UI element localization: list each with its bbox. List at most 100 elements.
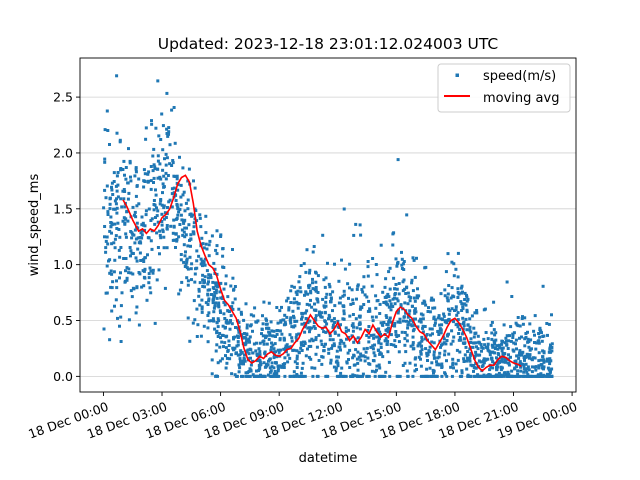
scatter-point bbox=[314, 289, 318, 293]
scatter-point bbox=[377, 337, 381, 341]
scatter-point bbox=[355, 297, 358, 301]
scatter-point bbox=[181, 193, 185, 197]
scatter-point bbox=[366, 356, 370, 360]
scatter-point bbox=[437, 333, 441, 336]
scatter-point bbox=[413, 363, 417, 367]
scatter-point bbox=[133, 210, 137, 214]
scatter-point bbox=[520, 353, 524, 357]
scatter-point bbox=[134, 237, 138, 241]
scatter-point bbox=[225, 318, 229, 322]
scatter-point bbox=[383, 374, 387, 378]
scatter-point bbox=[106, 242, 110, 246]
scatter-point bbox=[452, 274, 456, 278]
scatter-point bbox=[500, 349, 504, 353]
scatter-point bbox=[400, 257, 404, 261]
scatter-point bbox=[247, 370, 251, 373]
scatter-point bbox=[252, 314, 256, 318]
scatter-point bbox=[421, 313, 425, 317]
scatter-point bbox=[417, 319, 421, 323]
scatter-point bbox=[299, 346, 303, 350]
scatter-point bbox=[305, 248, 309, 252]
scatter-point bbox=[416, 325, 420, 329]
scatter-point bbox=[108, 143, 111, 146]
scatter-point bbox=[215, 244, 219, 248]
scatter-point bbox=[167, 200, 171, 204]
scatter-point bbox=[277, 374, 281, 378]
scatter-point bbox=[262, 342, 266, 346]
scatter-point bbox=[246, 348, 250, 352]
scatter-point bbox=[289, 301, 293, 304]
scatter-point bbox=[335, 374, 339, 378]
scatter-point bbox=[230, 372, 234, 376]
scatter-point bbox=[114, 202, 118, 206]
scatter-point bbox=[189, 233, 193, 237]
scatter-point bbox=[147, 281, 151, 285]
scatter-point bbox=[492, 300, 496, 304]
scatter-point bbox=[106, 129, 110, 132]
scatter-point bbox=[385, 316, 389, 319]
scatter-point bbox=[133, 228, 137, 232]
scatter-point bbox=[439, 292, 443, 296]
scatter-point bbox=[348, 314, 352, 318]
scatter-point bbox=[308, 268, 312, 272]
scatter-point bbox=[391, 324, 395, 328]
scatter-point bbox=[379, 321, 383, 325]
scatter-point bbox=[516, 372, 520, 376]
scatter-point bbox=[537, 351, 541, 355]
scatter-point bbox=[240, 374, 243, 378]
scatter-point bbox=[388, 266, 392, 270]
scatter-point bbox=[142, 168, 146, 172]
scatter-point bbox=[402, 315, 406, 319]
scatter-point bbox=[324, 300, 328, 304]
scatter-point bbox=[107, 259, 110, 263]
scatter-point bbox=[179, 253, 183, 256]
scatter-point bbox=[162, 235, 166, 239]
scatter-point bbox=[400, 263, 404, 267]
scatter-point bbox=[541, 355, 545, 359]
scatter-point bbox=[116, 221, 120, 225]
scatter-point bbox=[505, 343, 509, 347]
y-tick-label: 2.0 bbox=[53, 145, 73, 160]
scatter-point bbox=[386, 339, 390, 343]
scatter-point bbox=[112, 241, 116, 245]
scatter-point bbox=[297, 350, 301, 354]
scatter-point bbox=[111, 193, 115, 196]
scatter-point bbox=[154, 126, 158, 130]
scatter-point bbox=[546, 333, 549, 337]
scatter-point bbox=[396, 311, 400, 315]
scatter-point bbox=[442, 314, 446, 318]
scatter-point bbox=[300, 366, 304, 370]
scatter-point bbox=[215, 331, 219, 335]
scatter-point bbox=[239, 361, 243, 365]
scatter-point bbox=[172, 191, 176, 195]
scatter-point bbox=[118, 255, 122, 259]
scatter-point bbox=[529, 338, 533, 342]
scatter-point bbox=[103, 157, 107, 161]
scatter-point bbox=[180, 280, 184, 284]
scatter-point bbox=[230, 322, 234, 326]
scatter-point bbox=[297, 332, 301, 336]
scatter-point bbox=[235, 344, 239, 348]
scatter-point bbox=[496, 347, 500, 351]
scatter-point bbox=[285, 315, 289, 319]
scatter-point bbox=[242, 362, 245, 366]
scatter-point bbox=[272, 366, 276, 370]
scatter-point bbox=[255, 374, 259, 378]
scatter-point bbox=[140, 233, 144, 237]
scatter-point bbox=[360, 288, 364, 291]
scatter-point bbox=[423, 374, 427, 378]
scatter-point bbox=[191, 321, 195, 325]
scatter-point bbox=[108, 338, 112, 342]
scatter-point bbox=[539, 358, 543, 362]
scatter-point bbox=[135, 184, 139, 188]
scatter-point bbox=[143, 172, 147, 176]
scatter-point bbox=[214, 349, 218, 353]
scatter-point bbox=[484, 357, 488, 361]
scatter-point bbox=[106, 210, 110, 214]
scatter-point bbox=[137, 323, 141, 327]
scatter-point bbox=[375, 364, 379, 368]
scatter-point bbox=[438, 323, 442, 327]
scatter-point bbox=[548, 371, 552, 374]
scatter-point bbox=[490, 337, 494, 341]
scatter-point bbox=[331, 290, 335, 294]
